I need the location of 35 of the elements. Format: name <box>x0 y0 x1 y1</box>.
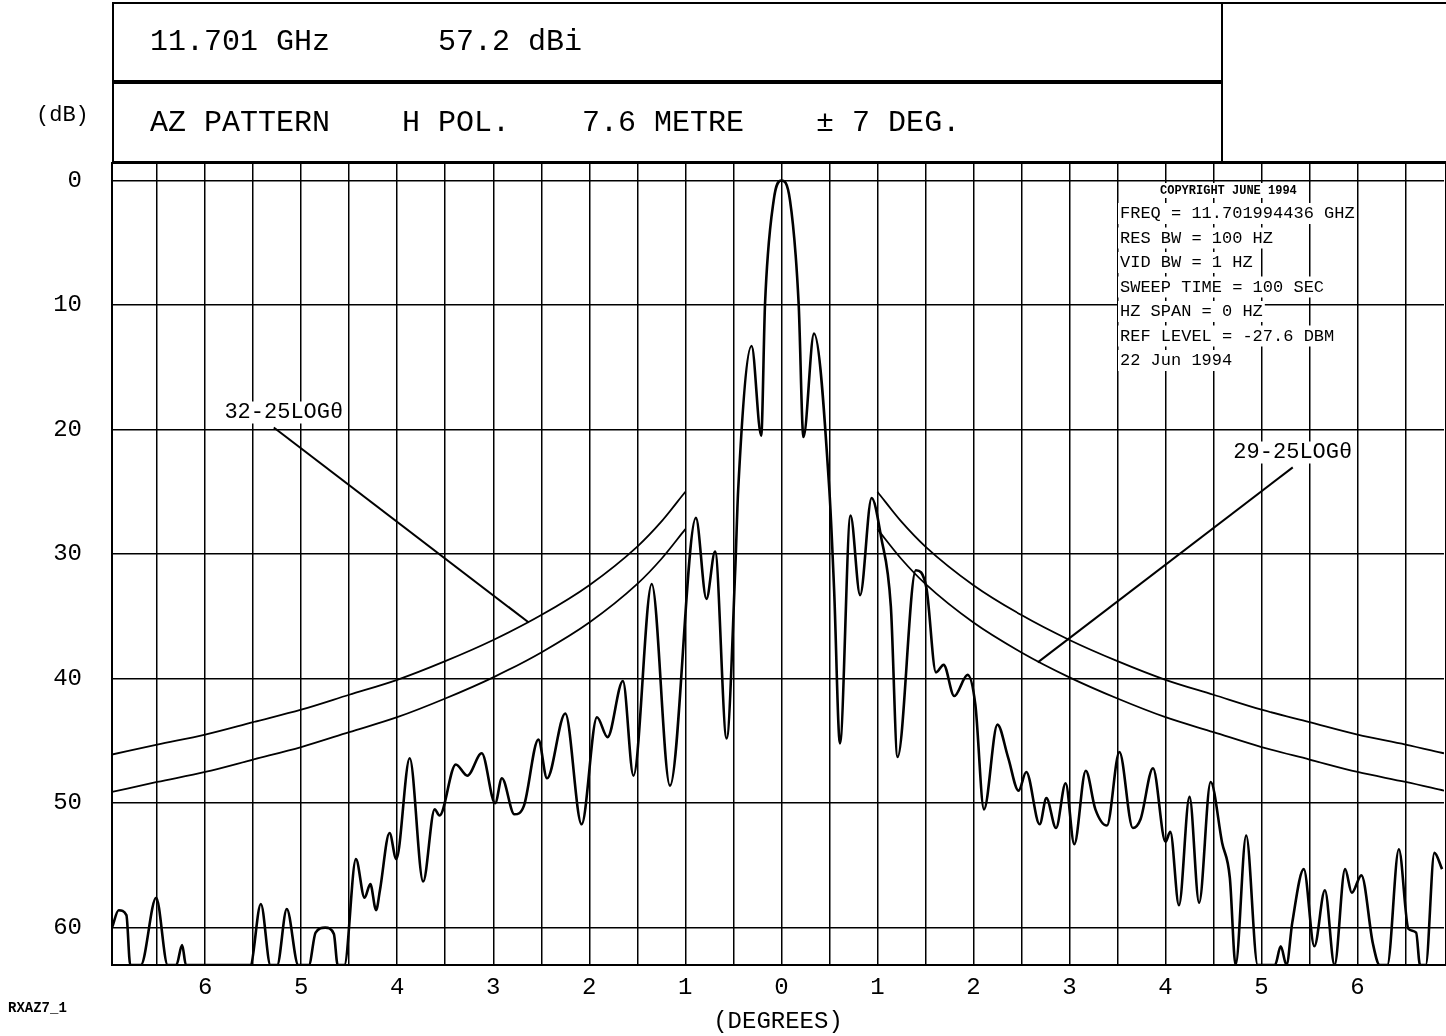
annotation: REF LEVEL = -27.6 DBM <box>1120 326 1335 346</box>
x-tick-label: 3 <box>486 973 501 1001</box>
x-tick-label: 1 <box>678 973 693 1001</box>
y-tick-label: 50 <box>53 789 82 817</box>
x-tick-label: 2 <box>966 973 981 1001</box>
y-tick-label: 40 <box>53 664 82 692</box>
x-tick-label: 6 <box>197 973 213 1001</box>
y-tick-label: 60 <box>53 914 82 941</box>
annotation: 22 Jun 1994 <box>1120 351 1233 370</box>
y-tick-label: 30 <box>53 540 82 568</box>
x-tick-label: 3 <box>1062 973 1077 1001</box>
chart-title: 11.701 GHz 57.2 dBi <box>112 2 1223 82</box>
x-tick-label: 2 <box>582 973 597 1001</box>
chart-subtitle: AZ PATTERN H POL. 7.6 METRE ± 7 DEG. <box>112 82 1223 163</box>
x-tick-label: 1 <box>870 973 885 1001</box>
y-tick-label: 20 <box>53 415 82 443</box>
x-tick-label: 5 <box>1254 973 1269 1001</box>
x-tick-label: 4 <box>390 973 405 1001</box>
x-tick-label: 5 <box>293 973 309 1001</box>
x-tick-label: 0 <box>774 973 789 1001</box>
annotation: SWEEP TIME = 100 SEC <box>1120 277 1325 297</box>
annotation: 32-25LOGθ <box>224 400 344 426</box>
y-axis-title: (dB) <box>36 103 89 128</box>
x-tick-label: 6 <box>1350 973 1365 1001</box>
x-axis-title: (DEGREES) <box>713 1007 843 1035</box>
y-tick-label: 10 <box>53 291 82 319</box>
annotation: COPYRIGHT JUNE 1994 <box>1160 184 1297 199</box>
annotation: FREQ = 11.701994436 GHZ <box>1120 204 1355 223</box>
annotation: 29-25LOGθ <box>1233 440 1353 466</box>
text: RXAZ7_1 <box>8 1000 67 1016</box>
annotation: VID BW = 1 HZ <box>1120 253 1253 272</box>
annotation: RES BW = 100 HZ <box>1120 228 1274 248</box>
x-tick-label: 4 <box>1158 973 1173 1001</box>
y-tick-label: 0 <box>67 166 82 194</box>
annotation: HZ SPAN = 0 HZ <box>1120 302 1263 321</box>
